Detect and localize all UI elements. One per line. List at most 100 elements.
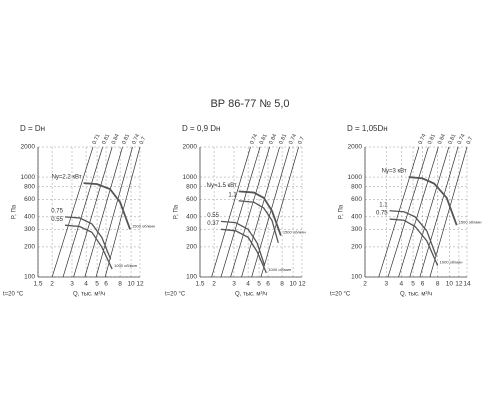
x-tick-label: 8 <box>436 281 440 288</box>
y-tick-label: 600 <box>351 196 362 203</box>
speed-label: 1000 об/мин <box>440 260 463 265</box>
y-tick-label: 2000 <box>183 144 198 151</box>
y-tick-label: 400 <box>24 214 35 221</box>
y-tick-label: 2000 <box>348 144 363 151</box>
pressure-curve <box>220 220 266 266</box>
x-tick-label: 10 <box>289 281 297 288</box>
efficiency-label: 0.7 <box>297 136 306 145</box>
speed-label: 1500 об/мин <box>459 219 482 224</box>
y-tick-label: 300 <box>351 226 362 233</box>
x-tick-label: 2 <box>50 281 54 288</box>
x-tick-label: 12 <box>298 281 306 288</box>
curve-label: 0.75 <box>376 211 388 217</box>
pressure-curve <box>64 224 113 270</box>
y-tick-label: 100 <box>351 274 362 281</box>
pressure-curve <box>238 200 279 243</box>
efficiency-line <box>220 146 261 278</box>
y-axis-label: P, Па <box>174 204 180 219</box>
x-tick-label: 6 <box>266 281 270 288</box>
note: t=20 °C <box>330 292 351 298</box>
efficiency-line <box>398 146 439 278</box>
pressure-curve <box>238 190 282 236</box>
x-axis-label: Q, тыс. м³/ч <box>400 292 432 298</box>
efficiency-label: 0.81 <box>259 133 269 145</box>
efficiency-line <box>73 146 113 278</box>
page-title: ВР 86-77 № 5,0 <box>210 98 289 110</box>
efficiency-line <box>62 146 103 278</box>
efficiency-label: 0.7 <box>466 136 475 145</box>
y-tick-label: 800 <box>24 183 35 190</box>
x-tick-label: 2 <box>212 281 216 288</box>
y-tick-label: 200 <box>351 244 362 251</box>
note: t=20 °C <box>3 292 24 298</box>
x-tick-label: 3 <box>70 281 74 288</box>
x-tick-label: 6 <box>421 281 425 288</box>
efficiency-line <box>51 146 94 278</box>
x-tick-label: 8 <box>280 281 284 288</box>
x-tick-label: 5 <box>257 281 261 288</box>
speed-label: 1500 об/мин <box>283 230 306 235</box>
efficiency-label: 0.84 <box>437 133 447 145</box>
y-tick-label: 200 <box>186 244 197 251</box>
y-tick-label: 1000 <box>348 174 363 181</box>
x-tick-label: 1.5 <box>195 281 204 288</box>
x-axis-label: Q, тыс. м³/ч <box>235 292 267 298</box>
efficiency-line <box>84 146 123 278</box>
speed-label: 1500 об/мин <box>132 223 155 228</box>
y-axis-label: P, Па <box>339 204 345 219</box>
efficiency-label: 0.71 <box>92 133 102 145</box>
x-tick-label: 14 <box>463 281 471 288</box>
efficiency-line <box>409 146 450 278</box>
pressure-curve <box>220 228 267 274</box>
efficiency-label: 0.81 <box>278 133 288 145</box>
y-tick-label: 600 <box>24 196 35 203</box>
efficiency-line <box>230 146 270 278</box>
pressure-curve <box>83 182 131 230</box>
x-tick-label: 10 <box>127 281 135 288</box>
curve-label: 1.1 <box>379 202 388 208</box>
x-tick-label: 4 <box>400 281 404 288</box>
x-tick-label: 3 <box>384 281 388 288</box>
efficiency-label: 0.81 <box>448 133 458 145</box>
efficiency-line <box>387 146 429 278</box>
curve-label: Ny=3 кВт <box>382 169 407 175</box>
x-tick-label: 1.5 <box>33 281 42 288</box>
pressure-curve <box>408 176 458 226</box>
y-tick-label: 400 <box>186 214 197 221</box>
y-tick-label: 600 <box>186 196 197 203</box>
speed-label: 1000 об/мин <box>114 263 137 268</box>
efficiency-label: 0.74 <box>457 133 467 145</box>
curve-label: Ny=1.5 кВт <box>207 183 237 189</box>
efficiency-label: 0.7 <box>139 136 148 145</box>
y-tick-label: 200 <box>24 244 35 251</box>
efficiency-line <box>419 146 459 278</box>
x-axis-label: Q, тыс. м³/ч <box>73 292 105 298</box>
note: t=20 °C <box>165 292 186 298</box>
x-tick-label: 5 <box>95 281 99 288</box>
x-tick-label: 8 <box>118 281 122 288</box>
y-tick-label: 100 <box>24 274 35 281</box>
x-tick-label: 12 <box>136 281 144 288</box>
curve-label: 0.75 <box>51 208 63 214</box>
curve-label: 0.37 <box>207 221 219 227</box>
x-tick-label: 2 <box>363 281 367 288</box>
efficiency-line <box>211 146 251 278</box>
curve-label: Ny=2.2 кВт <box>52 175 82 181</box>
efficiency-label: 0.84 <box>111 133 121 145</box>
efficiency-line <box>241 146 280 278</box>
efficiency-label: 0.74 <box>249 133 259 145</box>
efficiency-label: 0.74 <box>418 133 428 145</box>
y-axis-label: P, Па <box>12 204 18 219</box>
pressure-curve <box>389 210 437 257</box>
x-tick-label: 3 <box>232 281 236 288</box>
y-tick-label: 1000 <box>21 174 36 181</box>
efficiency-line <box>251 146 290 278</box>
y-tick-label: 1000 <box>183 174 198 181</box>
x-tick-label: 12 <box>455 281 463 288</box>
efficiency-label: 0.81 <box>101 133 111 145</box>
x-tick-label: 6 <box>104 281 108 288</box>
y-tick-label: 300 <box>186 226 197 233</box>
curve-label: 1.1 <box>228 192 237 198</box>
